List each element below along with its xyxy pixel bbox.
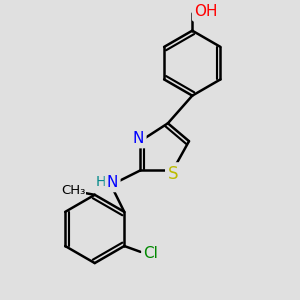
Text: CH₃: CH₃: [61, 184, 86, 197]
Text: S: S: [167, 165, 178, 183]
Text: N: N: [107, 175, 118, 190]
Text: Cl: Cl: [143, 246, 158, 261]
Text: N: N: [133, 131, 144, 146]
Text: OH: OH: [194, 4, 218, 19]
Text: H: H: [95, 176, 106, 190]
